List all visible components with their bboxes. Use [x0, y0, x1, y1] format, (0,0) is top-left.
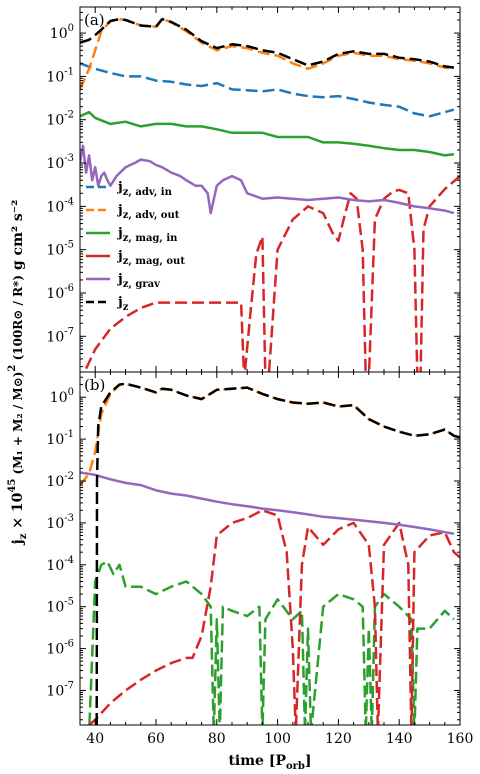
legend-entry-5: jz: [117, 295, 129, 313]
x-tick-label: 140: [386, 731, 413, 747]
x-tick-label: 80: [208, 731, 226, 747]
series-line-1-3: [80, 471, 455, 536]
y-tick-label: 10-7: [46, 680, 74, 699]
y-tick-label: 10-6: [46, 639, 74, 658]
series-group: [80, 382, 460, 725]
legend-entry-0: jz, adv, in: [117, 180, 173, 198]
y-tick-label: 10-3: [46, 513, 74, 532]
x-tick-label: 40: [86, 731, 104, 747]
x-axis-title: time [Porb]: [228, 753, 311, 772]
y-tick-label: 100: [50, 387, 74, 406]
plot-frame: [79, 371, 461, 726]
legend-entry-1: jz, adv, out: [117, 203, 180, 221]
series-group: [80, 17, 460, 372]
y-tick-label: 10-3: [46, 153, 74, 172]
series-line-0-4: [80, 144, 455, 215]
series-line-0-5: [80, 17, 455, 69]
legend-entry-4: jz, grav: [117, 272, 161, 290]
y-ticks: 10-7 10-6 10-5 10-4 10-3 10-2 10-1 100: [46, 371, 460, 721]
legend-entry-3: jz, mag, out: [117, 249, 185, 267]
y-ticks: 10-7 10-6 10-5 10-4 10-3 10-2 10-1 100: [46, 6, 460, 368]
panel-a: 10-7 10-6 10-5 10-4 10-3 10-2 10-1 100 (a): [46, 6, 461, 373]
legend: jz, adv, in jz, adv, out jz, mag, in jz, ma…: [86, 180, 185, 313]
x-tick-label: 60: [147, 731, 165, 747]
series-line-0-0: [80, 62, 455, 118]
y-tick-label: 10-5: [46, 597, 74, 616]
series-line-1-2: [88, 509, 460, 725]
y-tick-label: 10-2: [46, 110, 74, 129]
y-axis-label: jz × 1045 (M₁ + M₂ / M⊙)2 (100R⊙ / R*) g…: [7, 200, 29, 547]
series-line-1-1: [88, 560, 455, 725]
x-tick-label: 160: [447, 731, 474, 747]
series-line-0-1: [80, 17, 455, 90]
series-line-0-3: [84, 175, 460, 372]
y-tick-label: 10-7: [46, 326, 74, 345]
series-line-1-4: [95, 382, 460, 725]
y-tick-label: 10-1: [46, 66, 74, 85]
y-tick-label: 10-2: [46, 471, 74, 490]
y-tick-label: 10-6: [46, 283, 74, 302]
series-line-0-2: [80, 110, 455, 157]
panel-b: 10-7 10-6 10-5 10-4 10-3 10-2 10-1 100 (b): [46, 371, 461, 726]
y-axis-title: jz × 1045 (M₁ + M₂ / M⊙)2 (100R⊙ / R*) g…: [7, 200, 29, 547]
panel-label: (a): [84, 11, 105, 29]
panel-label: (b): [84, 376, 105, 394]
x-axis: 40 60 80 100 120 140 160 time [Porb]: [86, 731, 473, 772]
x-tick-label: 120: [325, 731, 352, 747]
y-tick-label: 10-5: [46, 240, 74, 259]
series-line-1-0: [80, 382, 460, 486]
y-tick-label: 10-4: [46, 196, 74, 215]
y-tick-label: 10-4: [46, 555, 74, 574]
y-tick-label: 10-1: [46, 429, 74, 448]
legend-entry-2: jz, mag, in: [117, 226, 178, 244]
x-tick-label: 100: [264, 731, 291, 747]
y-tick-label: 100: [50, 23, 74, 42]
x-ticks: [79, 372, 461, 725]
